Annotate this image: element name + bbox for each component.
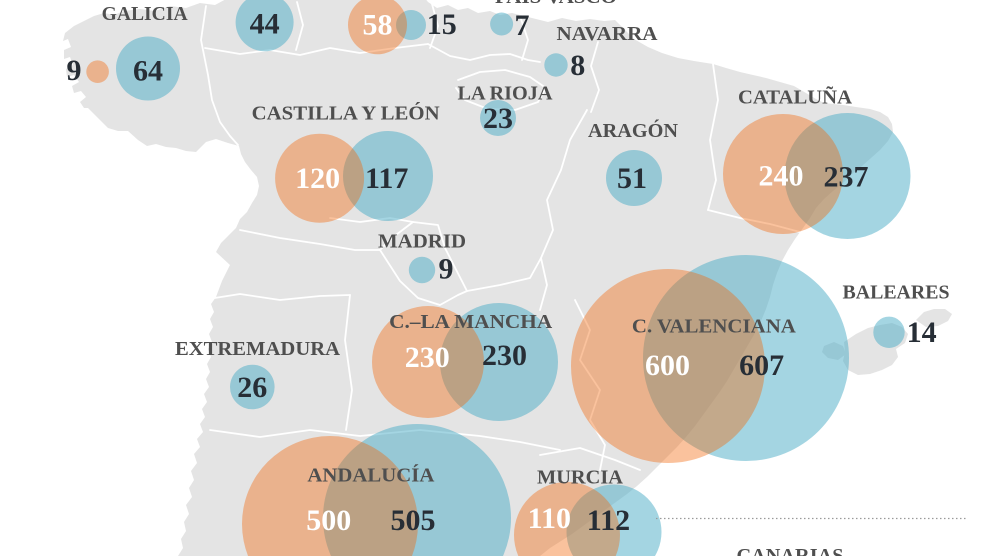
svg-text:505: 505 bbox=[391, 504, 436, 537]
svg-text:GALICIA: GALICIA bbox=[102, 3, 189, 25]
svg-text:C.–LA MANCHA: C.–LA MANCHA bbox=[389, 311, 553, 333]
svg-text:117: 117 bbox=[365, 162, 408, 195]
svg-text:58: 58 bbox=[363, 9, 393, 42]
svg-text:ANDALUCÍA: ANDALUCÍA bbox=[307, 464, 435, 487]
svg-text:LA RIOJA: LA RIOJA bbox=[458, 83, 554, 105]
svg-text:15: 15 bbox=[427, 8, 457, 41]
svg-text:237: 237 bbox=[824, 161, 869, 194]
svg-text:600: 600 bbox=[645, 349, 690, 382]
svg-text:CANARIAS: CANARIAS bbox=[737, 545, 844, 556]
svg-text:8: 8 bbox=[570, 49, 585, 82]
svg-text:44: 44 bbox=[250, 8, 280, 41]
svg-text:51: 51 bbox=[617, 162, 647, 195]
svg-text:ARAGÓN: ARAGÓN bbox=[588, 118, 679, 142]
svg-text:9: 9 bbox=[67, 54, 82, 87]
svg-text:14: 14 bbox=[907, 316, 937, 349]
svg-text:500: 500 bbox=[306, 504, 351, 537]
svg-text:110: 110 bbox=[528, 502, 571, 535]
svg-text:CASTILLA Y LEÓN: CASTILLA Y LEÓN bbox=[252, 101, 441, 125]
svg-text:607: 607 bbox=[739, 349, 784, 382]
svg-text:C. VALENCIANA: C. VALENCIANA bbox=[632, 316, 797, 338]
svg-text:26: 26 bbox=[237, 371, 267, 404]
svg-text:64: 64 bbox=[133, 55, 163, 88]
svg-text:MURCIA: MURCIA bbox=[537, 467, 624, 489]
svg-text:7: 7 bbox=[515, 9, 530, 42]
svg-text:BALEARES: BALEARES bbox=[843, 282, 950, 304]
svg-text:240: 240 bbox=[759, 160, 804, 193]
svg-text:EXTREMADURA: EXTREMADURA bbox=[175, 338, 341, 360]
svg-text:120: 120 bbox=[295, 162, 340, 195]
svg-text:NAVARRA: NAVARRA bbox=[557, 23, 659, 45]
svg-text:23: 23 bbox=[483, 102, 513, 135]
svg-text:112: 112 bbox=[587, 504, 630, 537]
svg-text:9: 9 bbox=[439, 253, 454, 286]
svg-text:230: 230 bbox=[405, 341, 450, 374]
svg-text:CATALUÑA: CATALUÑA bbox=[738, 86, 853, 109]
svg-text:230: 230 bbox=[482, 339, 527, 372]
svg-text:PAÍS VASCO: PAÍS VASCO bbox=[495, 0, 617, 8]
svg-text:MADRID: MADRID bbox=[378, 231, 466, 253]
